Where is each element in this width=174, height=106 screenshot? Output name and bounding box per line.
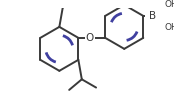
- Text: B: B: [149, 11, 157, 21]
- Text: O: O: [86, 33, 94, 43]
- Text: OH: OH: [164, 0, 174, 9]
- Text: OH: OH: [164, 23, 174, 32]
